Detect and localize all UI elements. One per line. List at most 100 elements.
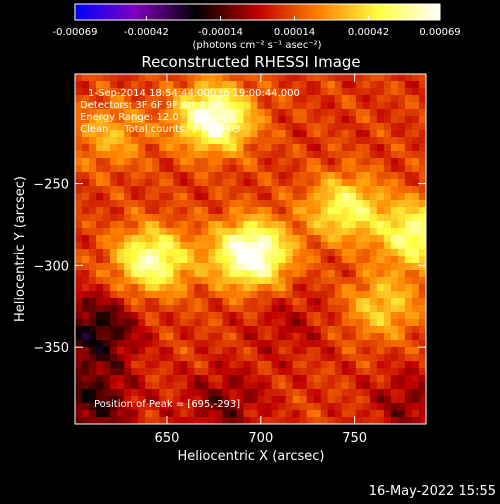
heatmap-cell	[278, 249, 286, 257]
heatmap-cell	[397, 270, 406, 278]
heatmap-cell	[201, 256, 209, 264]
heatmap-cell	[215, 102, 223, 110]
peak-position-label: Position of Peak = [695,-293]	[94, 399, 240, 410]
heatmap-cell	[201, 263, 209, 271]
heatmap-cell	[138, 249, 146, 257]
heatmap-cell	[334, 347, 343, 355]
heatmap-cell	[117, 403, 125, 411]
heatmap-cell	[285, 305, 294, 313]
heatmap-cell	[103, 165, 111, 173]
heatmap-cell	[376, 242, 385, 250]
heatmap-cell	[243, 228, 251, 236]
heatmap-cell	[369, 151, 378, 159]
heatmap-cell	[348, 277, 357, 285]
heatmap-cell	[236, 375, 244, 383]
heatmap-cell	[117, 81, 125, 89]
heatmap-cell	[369, 417, 378, 425]
heatmap-cell	[334, 158, 343, 166]
heatmap-cell	[110, 410, 118, 418]
heatmap-cell	[411, 375, 420, 383]
heatmap-cell	[117, 263, 125, 271]
heatmap-cell	[96, 130, 104, 138]
heatmap-cell	[103, 277, 111, 285]
heatmap-cell	[131, 298, 139, 306]
heatmap-cell	[110, 137, 118, 145]
heatmap-cell	[96, 242, 104, 250]
heatmap-cell	[229, 242, 237, 250]
heatmap-cell	[201, 368, 209, 376]
heatmap-cell	[201, 116, 209, 124]
heatmap-cell	[418, 368, 427, 376]
heatmap-cell	[166, 109, 174, 117]
heatmap-cell	[334, 116, 343, 124]
heatmap-cell	[173, 277, 181, 285]
heatmap-cell	[320, 186, 329, 194]
heatmap-cell	[159, 417, 167, 425]
heatmap-cell	[103, 347, 111, 355]
heatmap-cell	[313, 235, 322, 243]
heatmap-cell	[264, 340, 272, 348]
heatmap-cell	[285, 326, 294, 334]
heatmap-cell	[376, 298, 385, 306]
heatmap-cell	[173, 221, 181, 229]
heatmap-cell	[376, 102, 385, 110]
heatmap-cell	[376, 186, 385, 194]
heatmap-cell	[299, 291, 308, 299]
heatmap-cell	[320, 109, 329, 117]
heatmap-cell	[194, 179, 202, 187]
heatmap-cell	[348, 130, 357, 138]
heatmap-cell	[82, 242, 90, 250]
heatmap-cell	[278, 193, 286, 201]
heatmap-cell	[82, 319, 90, 327]
heatmap-cell	[299, 298, 308, 306]
heatmap-cell	[145, 165, 153, 173]
heatmap-cell	[418, 284, 427, 292]
plot-frame	[74, 73, 427, 425]
heatmap-cell	[341, 165, 350, 173]
heatmap-cell	[278, 144, 286, 152]
heatmap-cell	[201, 347, 209, 355]
heatmap-cell	[187, 116, 195, 124]
heatmap-cell	[215, 417, 223, 425]
heatmap-cell	[418, 410, 427, 418]
heatmap-cell	[348, 144, 357, 152]
heatmap-cell	[250, 186, 258, 194]
heatmap-cell	[180, 410, 188, 418]
heatmap-cell	[194, 74, 202, 82]
heatmap-cell	[320, 151, 329, 159]
heatmap-cell	[362, 172, 371, 180]
heatmap-cell	[215, 340, 223, 348]
heatmap-cell	[369, 291, 378, 299]
heatmap-cell	[89, 95, 97, 103]
heatmap-cell	[292, 242, 301, 250]
heatmap-cell	[278, 221, 286, 229]
heatmap-cell	[264, 326, 272, 334]
heatmap-cell	[166, 88, 174, 96]
heatmap-cell	[138, 340, 146, 348]
heatmap-cell	[362, 221, 371, 229]
heatmap-cell	[187, 186, 195, 194]
heatmap-cell	[390, 333, 399, 341]
heatmap-cell	[152, 312, 160, 320]
heatmap-cell	[264, 74, 272, 82]
heatmap-cell	[124, 326, 132, 334]
heatmap-cell	[369, 158, 378, 166]
heatmap-cell	[264, 81, 272, 89]
heatmap-cell	[159, 277, 167, 285]
heatmap-cell	[271, 403, 279, 411]
heatmap-cell	[187, 361, 195, 369]
heatmap-cell	[418, 249, 427, 257]
heatmap-cell	[243, 368, 251, 376]
heatmap-cell	[124, 347, 132, 355]
heatmap-cell	[285, 235, 294, 243]
heatmap-cell	[355, 403, 364, 411]
heatmap-cell	[103, 207, 111, 215]
heatmap-cell	[152, 123, 160, 131]
heatmap-cell	[285, 172, 294, 180]
heatmap-cell	[334, 214, 343, 222]
heatmap-cell	[222, 319, 230, 327]
heatmap-cell	[187, 305, 195, 313]
y-tick-label: −350	[33, 341, 69, 356]
heatmap-cell	[278, 305, 286, 313]
heatmap-cell	[397, 354, 406, 362]
